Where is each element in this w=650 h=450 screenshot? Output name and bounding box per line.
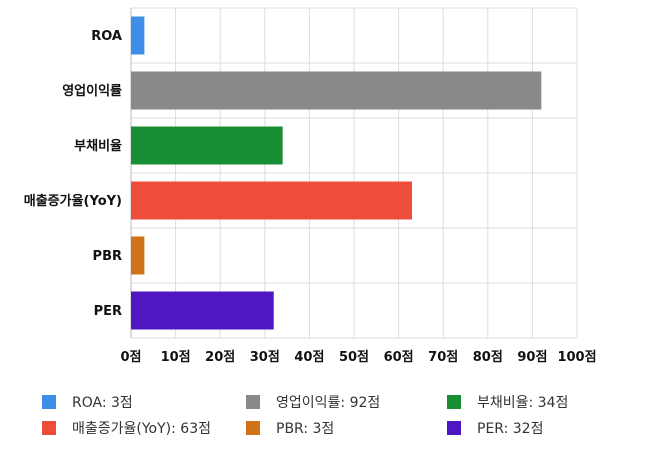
grid-lines <box>130 7 578 339</box>
category-label: PBR <box>93 249 122 264</box>
legend-item: 부채비율: 34점 <box>447 392 568 412</box>
category-label: 영업이익률 <box>62 83 122 99</box>
bar <box>131 16 145 55</box>
category-label: 매출증가율(YoY) <box>24 193 122 209</box>
legend-label: PER: 32점 <box>477 421 544 437</box>
x-tick-label: 100점 <box>557 350 596 365</box>
legend-label: ROA: 3점 <box>72 395 133 411</box>
x-tick-label: 90점 <box>517 350 547 365</box>
category-label: PER <box>94 304 122 319</box>
x-tick-label: 10점 <box>161 350 191 365</box>
bar <box>131 181 412 220</box>
category-label: ROA <box>91 29 122 44</box>
legend-label: 매출증가율(YoY): 63점 <box>72 421 211 437</box>
legend-label: 부채비율: 34점 <box>477 395 569 411</box>
legend-item: PBR: 3점 <box>246 418 334 438</box>
x-tick-label: 40점 <box>294 350 324 365</box>
legend-item: 매출증가율(YoY): 63점 <box>42 418 211 438</box>
legend-swatch <box>42 395 56 409</box>
bar <box>131 291 274 330</box>
x-tick-labels: 0점 10점 20점 30점 40점 50점 60점 70점 80점 90점 100점 <box>120 350 596 365</box>
legend-item: PER: 32점 <box>447 418 543 438</box>
bar <box>131 126 283 165</box>
x-tick-label: 50점 <box>339 350 369 365</box>
bar <box>131 236 145 275</box>
bar <box>131 71 542 110</box>
x-tick-label: 0점 <box>120 350 141 365</box>
x-tick-label: 60점 <box>384 350 414 365</box>
x-tick-label: 70점 <box>428 350 458 365</box>
legend-swatch <box>42 421 56 435</box>
x-tick-label: 80점 <box>473 350 503 365</box>
legend-item: 영업이익률: 92점 <box>246 392 380 412</box>
legend-label: 영업이익률: 92점 <box>276 395 381 411</box>
x-tick-label: 30점 <box>250 350 280 365</box>
category-label: 부채비율 <box>74 138 122 154</box>
legend-swatch <box>447 421 461 435</box>
legend-swatch <box>246 421 260 435</box>
legend-item: ROA: 3점 <box>42 392 133 412</box>
legend-swatch <box>447 395 461 409</box>
bars <box>131 16 542 330</box>
x-tick-label: 20점 <box>205 350 235 365</box>
legend-label: PBR: 3점 <box>276 421 335 437</box>
legend-swatch <box>246 395 260 409</box>
